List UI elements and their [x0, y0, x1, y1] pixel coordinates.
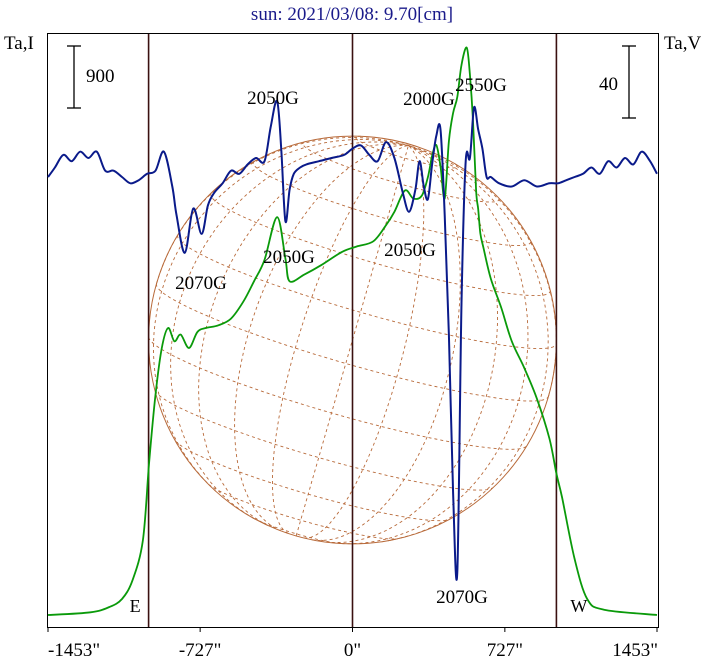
x-tick-label: -1453" — [48, 640, 100, 661]
globe-parallel — [174, 440, 450, 522]
globe-parallel — [177, 235, 557, 350]
peak-annotation: 2070G — [436, 587, 488, 608]
x-tick-label: -727" — [179, 640, 222, 661]
globe-parallel — [154, 390, 493, 491]
globe-meridian — [170, 141, 409, 519]
series-group — [47, 46, 658, 616]
globe-parallel — [302, 141, 500, 203]
peak-annotation: 2550G — [455, 75, 507, 96]
peak-annotation: 2070G — [175, 273, 227, 294]
globe-meridian — [156, 137, 409, 284]
x-axis-ticks: -1453" -727" 0" 727" 1453" — [47, 627, 658, 661]
globe-meridian — [311, 145, 461, 541]
globe-parallel — [155, 283, 549, 402]
limb-marker-label: W — [570, 596, 587, 616]
scale-bar-value: 900 — [86, 66, 115, 87]
peak-annotation: 2050G — [263, 247, 315, 268]
limb-marker-label: E — [130, 596, 141, 616]
x-tick-label: 0" — [344, 640, 361, 661]
globe-meridian — [272, 144, 409, 534]
globe-meridian — [234, 144, 409, 532]
scale-bar-value: 40 — [599, 74, 618, 95]
globe-meridian — [408, 144, 557, 397]
chart-title: sun: 2021/03/08: 9.70[cm] — [251, 4, 453, 25]
globe-meridian — [198, 143, 409, 526]
globe-meridian — [341, 144, 529, 545]
globe-meridian — [304, 145, 425, 539]
left-axis-label: Ta,I — [4, 33, 34, 54]
series-line-ta-v — [47, 99, 658, 581]
x-tick-label: 1453" — [612, 640, 658, 661]
globe-meridian — [153, 139, 409, 492]
peak-annotation: 2050G — [384, 240, 436, 261]
globe-parallel — [355, 135, 458, 169]
x-tick-label: 727" — [487, 640, 523, 661]
globe-meridian — [387, 144, 549, 542]
peak-annotation: 2050G — [247, 88, 299, 109]
globe-meridian — [325, 144, 498, 543]
globe-parallel — [252, 160, 532, 247]
series-line-ta-i — [47, 46, 658, 616]
right-axis-label: Ta,V — [664, 33, 701, 54]
globe-parallel — [252, 517, 343, 545]
scale-bars: 900 40 — [67, 45, 636, 119]
peak-annotation: 2000G — [403, 89, 455, 110]
